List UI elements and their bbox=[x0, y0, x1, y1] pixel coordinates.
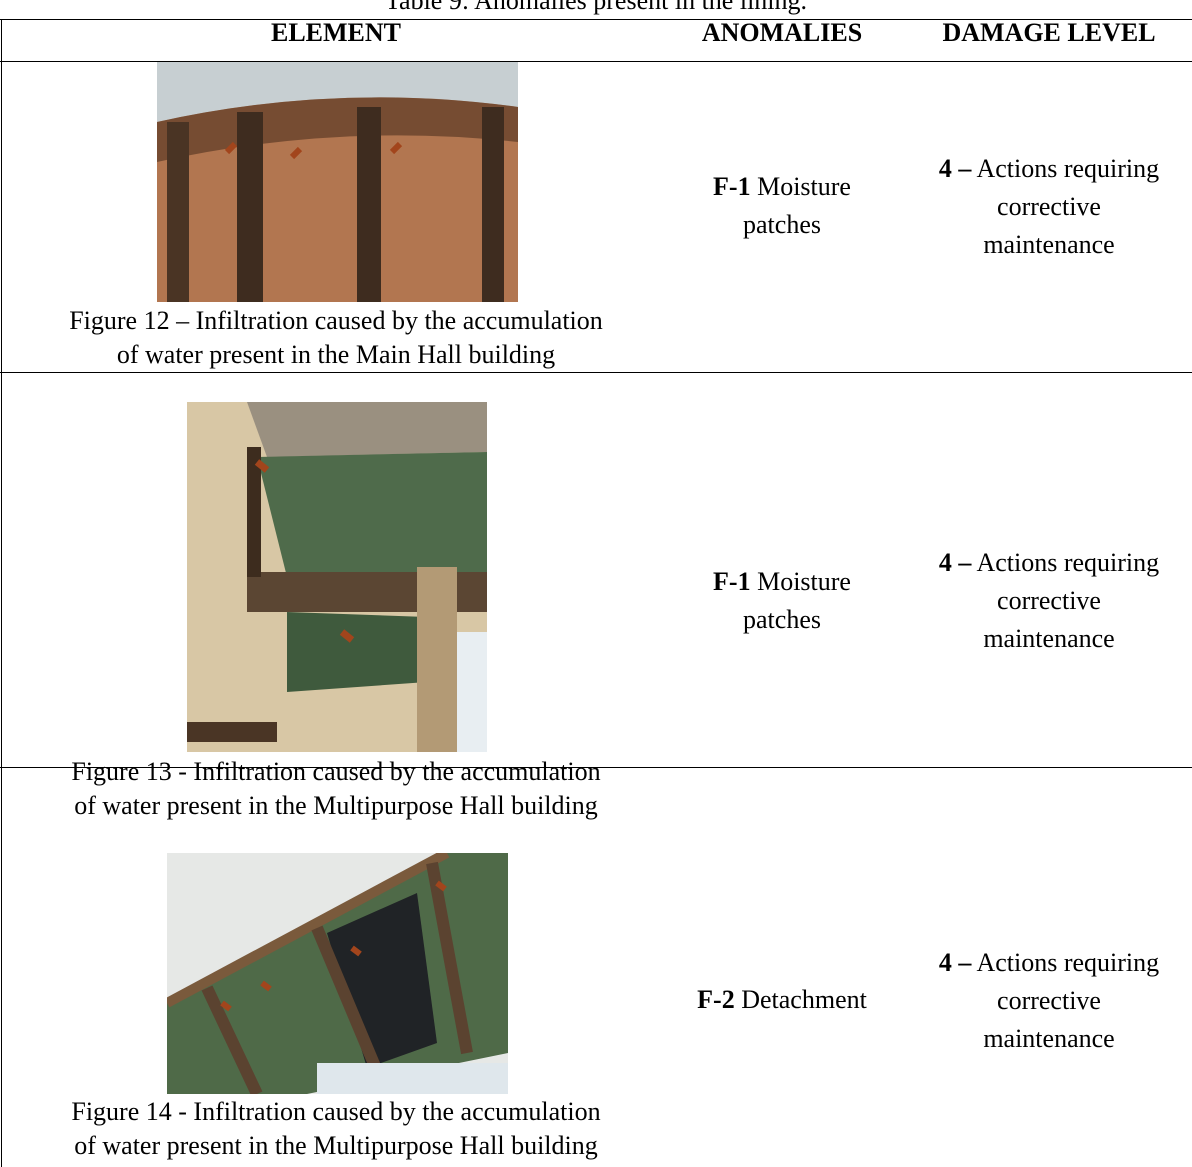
rule bbox=[0, 19, 1192, 20]
photo bbox=[157, 62, 518, 302]
action: corrective bbox=[997, 586, 1101, 615]
anomaly: Moisture patches bbox=[743, 567, 851, 634]
action: Actions requiring bbox=[976, 948, 1160, 977]
caption: Figure 13 - Infiltration caused by the a… bbox=[71, 757, 601, 786]
action: maintenance bbox=[983, 230, 1115, 259]
rule bbox=[0, 61, 1192, 62]
damage-level: 4 – bbox=[938, 154, 972, 183]
damage-level: 4 – bbox=[938, 948, 972, 977]
action: maintenance bbox=[983, 624, 1115, 653]
caption: of water present in the Main Hall buildi… bbox=[116, 340, 556, 369]
anomaly: Detachment bbox=[741, 985, 867, 1014]
caption: Figure 12 – Infiltration caused by the a… bbox=[69, 306, 603, 335]
damage-level: 4 – bbox=[938, 548, 972, 577]
caption: Figure 14 - Infiltration caused by the a… bbox=[71, 1097, 601, 1126]
header-cell: ANOMALIES bbox=[701, 18, 863, 47]
action: corrective bbox=[997, 986, 1101, 1015]
header-cell: ELEMENT bbox=[270, 18, 402, 47]
photo bbox=[167, 853, 508, 1094]
photo bbox=[187, 402, 487, 752]
rule bbox=[0, 372, 1192, 373]
anomaly-code: F-1 bbox=[713, 172, 751, 201]
rule bbox=[0, 767, 1192, 768]
action: corrective bbox=[997, 192, 1101, 221]
anomaly: Moisture patches bbox=[743, 172, 851, 239]
action: Actions requiring bbox=[976, 154, 1160, 183]
caption: of water present in the Multipurpose Hal… bbox=[74, 1131, 598, 1160]
action: maintenance bbox=[983, 1024, 1115, 1053]
rule bbox=[1, 19, 2, 1167]
anomaly-code: F-1 bbox=[713, 567, 751, 596]
header-cell: DAMAGE LEVEL bbox=[942, 18, 1156, 47]
action: Actions requiring bbox=[976, 548, 1160, 577]
anomaly-code: F-2 bbox=[697, 985, 735, 1014]
table-title: Table 9: Anomalies present in the lining… bbox=[384, 0, 808, 15]
caption: of water present in the Multipurpose Hal… bbox=[74, 791, 598, 820]
